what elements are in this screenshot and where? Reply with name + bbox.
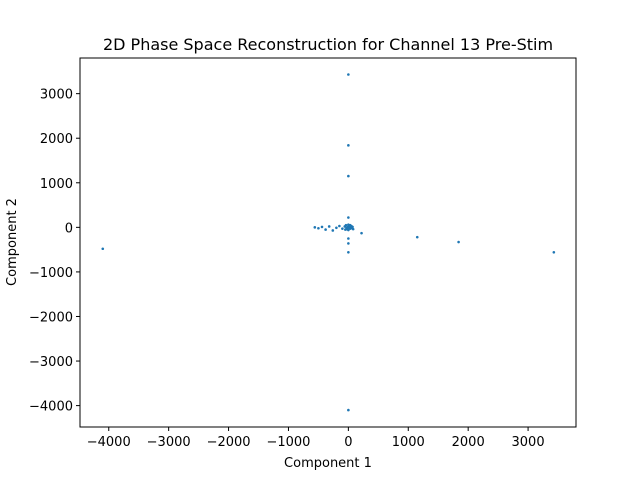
y-tick-label: −2000 xyxy=(29,310,73,325)
scatter-point xyxy=(347,251,350,254)
y-tick-label: 2000 xyxy=(40,132,73,147)
scatter-point xyxy=(347,408,350,412)
x-tick-label: −1000 xyxy=(266,435,310,450)
x-tick-label: 1000 xyxy=(392,435,425,450)
scatter-point xyxy=(331,229,335,232)
y-tick-label: −3000 xyxy=(29,355,73,370)
scatter-points xyxy=(101,73,556,412)
y-tick-label: −4000 xyxy=(29,400,73,415)
scatter-point xyxy=(457,240,460,244)
scatter-point xyxy=(341,227,344,230)
scatter-point xyxy=(347,73,350,76)
x-tick-label: −4000 xyxy=(87,435,131,450)
scatter-point xyxy=(552,251,556,254)
scatter-point xyxy=(344,228,347,231)
scatter-point xyxy=(351,225,354,229)
scatter-point xyxy=(324,228,327,231)
y-axis-ticks: −4000 −3000 −2000 −1000 0 1000 2000 3000 xyxy=(29,88,80,415)
y-axis-label: Component 2 xyxy=(5,198,20,286)
scatter-point xyxy=(347,242,350,245)
scatter-point xyxy=(351,227,355,231)
x-tick-label: −3000 xyxy=(147,435,191,450)
x-tick-label: 3000 xyxy=(512,435,545,450)
scatter-point xyxy=(338,224,341,228)
x-axis-ticks: −4000 −3000 −2000 −1000 0 1000 2000 3000 xyxy=(87,427,545,450)
plot-frame xyxy=(79,57,577,428)
scatter-point xyxy=(347,228,350,232)
scatter-point xyxy=(101,247,105,251)
scatter-point xyxy=(347,237,350,240)
y-tick-label: 1000 xyxy=(40,177,73,192)
y-tick-label: 3000 xyxy=(40,88,73,103)
scatter-point xyxy=(347,174,350,178)
scatter-point xyxy=(348,223,352,227)
scatter-point xyxy=(320,225,324,229)
scatter-point xyxy=(335,226,338,230)
scatter-point xyxy=(360,231,363,235)
y-tick-label: 0 xyxy=(65,221,73,236)
y-tick-label: −1000 xyxy=(29,266,73,281)
x-axis-label: Component 1 xyxy=(284,456,372,471)
scatter-point xyxy=(317,226,320,230)
chart-title: 2D Phase Space Reconstruction for Channe… xyxy=(103,35,553,54)
x-tick-label: −2000 xyxy=(207,435,251,450)
scatter-point xyxy=(313,226,317,229)
scatter-point xyxy=(415,235,419,239)
scatter-point xyxy=(347,144,350,147)
scatter-point xyxy=(347,216,350,219)
x-tick-label: 0 xyxy=(344,435,352,450)
scatter-point xyxy=(327,225,331,228)
scatter-point xyxy=(344,223,348,227)
x-tick-label: 2000 xyxy=(452,435,485,450)
